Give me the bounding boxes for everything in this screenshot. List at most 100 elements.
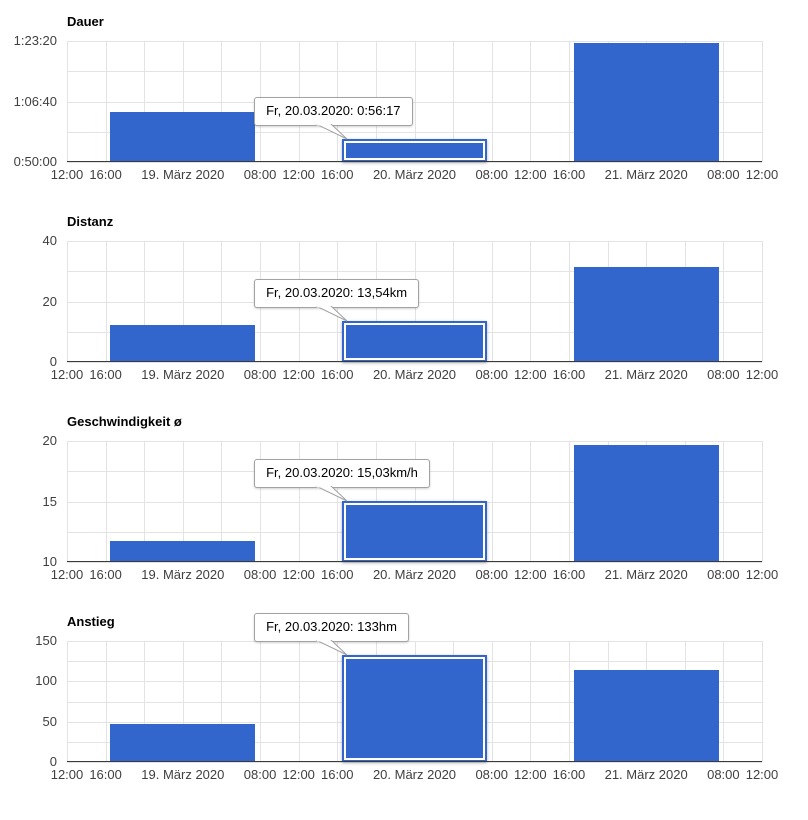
horizontal-gridline <box>67 641 762 642</box>
y-axis-tick-label: 40 <box>42 233 57 248</box>
x-axis-tick-label: 12:00 <box>282 767 315 782</box>
tooltip-text: Fr, 20.03.2020: 133hm <box>266 618 397 634</box>
x-axis-tick-label: 12:00 <box>282 167 315 182</box>
horizontal-gridline <box>67 131 762 133</box>
x-axis-tick-label: 19. März 2020 <box>141 167 225 182</box>
chart-bar[interactable] <box>573 42 719 162</box>
horizontal-gridline <box>67 362 762 363</box>
chart-tooltip: Fr, 20.03.2020: 133hm <box>254 612 409 656</box>
x-axis-tick-label: 16:00 <box>552 767 586 782</box>
tooltip-pointer <box>315 305 349 323</box>
horizontal-gridline <box>67 162 762 163</box>
x-axis-tick-label: 12:00 <box>514 367 547 382</box>
chart-bar[interactable] <box>573 267 719 362</box>
chart-section-geschwindigkeit: Geschwindigkeit ø 10 15 20 12:00 16:00 19. Mär… <box>0 400 808 600</box>
x-axis-tick-label: 21. März 2020 <box>604 567 688 582</box>
chart-bar[interactable] <box>573 670 719 762</box>
x-axis-tick-label: 20. März 2020 <box>372 167 457 182</box>
chart-section-anstieg: Anstieg 0 50 100 150 12:00 16:00 19. März 2020 0… <box>0 600 808 820</box>
x-axis-tick-label: 08:00 <box>475 767 508 782</box>
y-axis-tick-label: 20 <box>42 293 57 309</box>
x-axis-tick-label: 08:00 <box>707 367 740 382</box>
x-axis-tick-label: 08:00 <box>475 567 508 582</box>
y-axis-tick-label: 100 <box>35 673 57 689</box>
y-axis-tick-label: 0 <box>49 754 57 769</box>
chart-bar-hovered[interactable] <box>342 321 487 362</box>
chart-title-geschwindigkeit: Geschwindigkeit ø <box>67 414 182 429</box>
tooltip-text: Fr, 20.03.2020: 0:56:17 <box>266 103 401 119</box>
y-axis-tick-label: 15 <box>42 493 57 509</box>
x-axis-tick-label: 16:00 <box>552 367 586 382</box>
x-axis-tick-label: 12:00 <box>745 167 779 182</box>
y-axis-tick-label: 20 <box>42 433 57 448</box>
chart-tooltip: Fr, 20.03.2020: 0:56:17 <box>254 97 413 140</box>
chart-bar[interactable] <box>110 325 256 362</box>
tooltip-pointer <box>315 123 349 141</box>
vertical-gridline <box>762 441 763 562</box>
chart-bar[interactable] <box>110 541 256 562</box>
x-axis-tick-label: 12:00 <box>50 567 84 582</box>
x-axis-tick-label: 16:00 <box>320 367 354 382</box>
x-axis-tick-label: 16:00 <box>89 167 122 182</box>
x-axis-tick-label: 12:00 <box>50 167 84 182</box>
x-axis-tick-label: 16:00 <box>89 367 122 382</box>
plot-area <box>67 441 763 563</box>
plot-area <box>67 41 763 163</box>
x-axis-tick-label: 20. März 2020 <box>372 767 457 782</box>
tooltip-pointer <box>315 485 349 503</box>
chart-bar-hovered[interactable] <box>342 654 487 762</box>
x-axis-line <box>67 561 762 562</box>
chart-bar[interactable] <box>110 111 256 162</box>
chart-section-distanz: Distanz 0 20 40 12:00 16:00 19. März 2020 08:00… <box>0 200 808 400</box>
horizontal-gridline <box>67 562 762 563</box>
y-axis-tick-label: 150 <box>35 633 57 648</box>
x-axis-tick-label: 16:00 <box>552 167 586 182</box>
x-axis-tick-label: 08:00 <box>243 367 277 382</box>
y-axis-tick-label: 10 <box>42 554 57 569</box>
x-axis-tick-label: 08:00 <box>243 167 277 182</box>
x-axis-tick-label: 21. März 2020 <box>604 367 688 382</box>
x-axis-tick-label: 08:00 <box>707 767 740 782</box>
x-axis-tick-label: 19. März 2020 <box>141 567 225 582</box>
vertical-gridline <box>762 641 763 762</box>
chart-title-dauer: Dauer <box>67 14 104 29</box>
chart-title-distanz: Distanz <box>67 214 114 229</box>
x-axis-tick-label: 12:00 <box>514 567 547 582</box>
x-axis-tick-label: 19. März 2020 <box>141 767 225 782</box>
horizontal-gridline <box>67 241 762 242</box>
x-axis-tick-label: 12:00 <box>50 767 84 782</box>
horizontal-gridline <box>67 41 762 42</box>
x-axis-tick-label: 08:00 <box>475 167 508 182</box>
horizontal-gridline <box>67 441 762 442</box>
tooltip-pointer <box>315 638 349 657</box>
vertical-gridline <box>762 241 763 362</box>
x-axis-tick-label: 16:00 <box>320 767 354 782</box>
x-axis-tick-label: 08:00 <box>243 767 277 782</box>
chart-section-dauer: Dauer 0:50:00 1:06:40 1:23:20 12:00 16:00 19. … <box>0 0 808 200</box>
x-axis-tick-label: 12:00 <box>282 567 315 582</box>
horizontal-gridline <box>67 271 762 273</box>
horizontal-gridline <box>67 101 762 103</box>
x-axis-tick-label: 12:00 <box>50 367 84 382</box>
horizontal-gridline <box>67 71 762 73</box>
chart-bar[interactable] <box>573 445 719 562</box>
y-axis-tick-label: 1:06:40 <box>13 93 57 109</box>
y-axis-tick-label: 0:50:00 <box>13 154 57 169</box>
horizontal-gridline <box>67 762 762 763</box>
tooltip-text: Fr, 20.03.2020: 15,03km/h <box>266 465 418 481</box>
chart-bar[interactable] <box>110 724 256 762</box>
x-axis-line <box>67 761 762 762</box>
x-axis-tick-label: 16:00 <box>320 167 354 182</box>
y-axis-tick-label: 1:23:20 <box>13 33 57 48</box>
plot-area <box>67 641 763 763</box>
x-axis-line <box>67 361 762 362</box>
x-axis-tick-label: 20. März 2020 <box>372 567 457 582</box>
chart-bar-hovered[interactable] <box>342 139 487 162</box>
x-axis-tick-label: 12:00 <box>282 367 315 382</box>
plot-area <box>67 241 763 363</box>
chart-tooltip: Fr, 20.03.2020: 15,03km/h <box>254 459 430 502</box>
x-axis-tick-label: 12:00 <box>514 767 547 782</box>
x-axis-tick-label: 16:00 <box>89 567 122 582</box>
chart-bar-hovered[interactable] <box>342 501 487 562</box>
